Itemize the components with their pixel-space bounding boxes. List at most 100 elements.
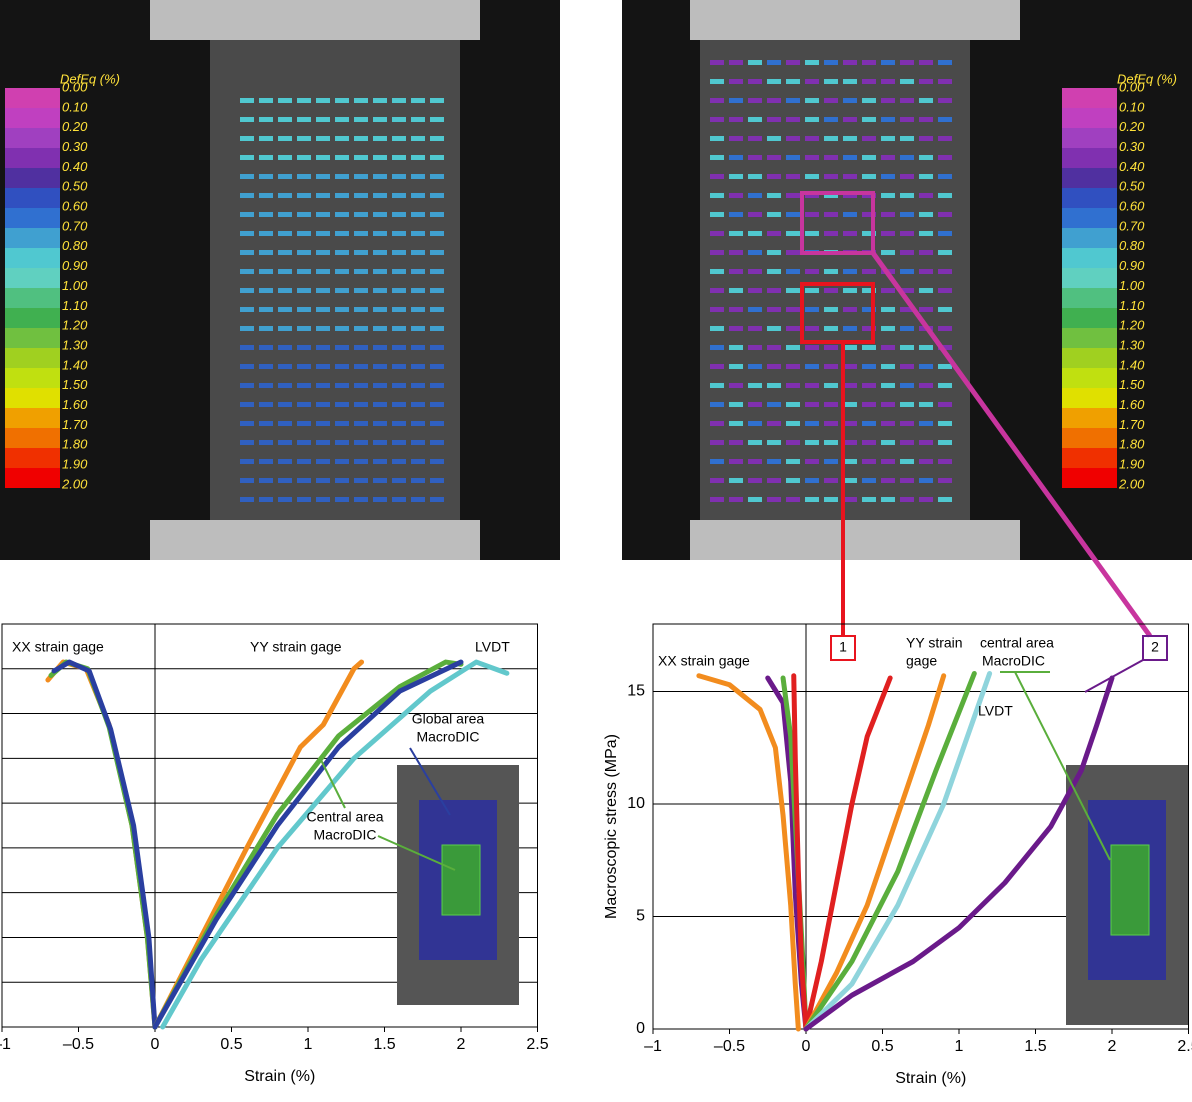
dash <box>710 288 724 293</box>
dash <box>843 136 857 141</box>
dash <box>805 307 819 312</box>
dash <box>316 402 330 407</box>
colorbar-swatch <box>5 188 60 208</box>
dash <box>824 60 838 65</box>
dash <box>240 231 254 236</box>
dash <box>259 345 273 350</box>
dash <box>411 269 425 274</box>
annotation: MacroDIC <box>313 827 376 843</box>
series-line <box>51 659 158 1030</box>
dash <box>710 402 724 407</box>
annotation: LVDT <box>475 639 510 655</box>
dash <box>430 364 444 369</box>
dash <box>710 478 724 483</box>
dash <box>316 231 330 236</box>
dash <box>748 79 762 84</box>
dash <box>843 421 857 426</box>
x-tick-label: 1.5 <box>373 1036 395 1053</box>
dash <box>938 383 952 388</box>
dash <box>786 421 800 426</box>
colorbar-label: 1.50 <box>1119 377 1145 392</box>
dash <box>430 288 444 293</box>
dash <box>862 440 876 445</box>
dash <box>786 269 800 274</box>
dash <box>411 459 425 464</box>
dash <box>316 421 330 426</box>
dash <box>373 174 387 179</box>
callout <box>319 757 346 809</box>
dash <box>824 174 838 179</box>
colorbar-swatch <box>1062 328 1117 348</box>
dash <box>862 497 876 502</box>
dash <box>278 250 292 255</box>
dash <box>710 193 724 198</box>
dash <box>748 345 762 350</box>
dash <box>786 79 800 84</box>
dash <box>373 364 387 369</box>
series-line <box>803 675 893 1032</box>
dash <box>240 383 254 388</box>
colorbar-swatch <box>5 168 60 188</box>
colorbar-label: 0.00 <box>62 79 88 94</box>
dash <box>729 288 743 293</box>
dash <box>354 326 368 331</box>
dash <box>881 383 895 388</box>
dash <box>748 98 762 103</box>
dash <box>297 421 311 426</box>
dash <box>316 136 330 141</box>
dash <box>430 421 444 426</box>
x-tick-label: 1 <box>304 1036 313 1053</box>
dash <box>430 231 444 236</box>
dash <box>767 383 781 388</box>
colorbar-swatch <box>5 128 60 148</box>
dash <box>259 231 273 236</box>
dash <box>881 98 895 103</box>
dash <box>786 478 800 483</box>
dash <box>900 459 914 464</box>
callout <box>1084 659 1144 693</box>
dash <box>240 98 254 103</box>
y-axis-label: Macroscopic stress (MPa) <box>603 734 620 919</box>
dash <box>805 402 819 407</box>
dash <box>843 307 857 312</box>
annotation: MacroDIC <box>416 729 479 745</box>
dash <box>392 288 406 293</box>
y-tick-label: 0 <box>636 1020 645 1037</box>
dash <box>805 478 819 483</box>
dash <box>900 402 914 407</box>
x-tick-label: 2 <box>457 1036 466 1053</box>
dash <box>919 288 933 293</box>
x-tick-label: 2.5 <box>1177 1038 1192 1055</box>
colorbar-swatch <box>5 388 60 408</box>
colorbar-label: 1.80 <box>62 437 88 452</box>
dash <box>729 345 743 350</box>
dash <box>335 497 349 502</box>
label-box <box>830 635 856 661</box>
dash <box>297 136 311 141</box>
dash <box>938 136 952 141</box>
dash <box>900 383 914 388</box>
dash <box>297 383 311 388</box>
dash <box>938 79 952 84</box>
dash <box>767 212 781 217</box>
colorbar-label: 2.00 <box>1118 476 1145 491</box>
colorbar-swatch <box>1062 268 1117 288</box>
dash <box>881 231 895 236</box>
dash <box>767 193 781 198</box>
colorbar-swatch <box>1062 228 1117 248</box>
colorbar-label: 0.90 <box>1119 258 1145 273</box>
dash <box>392 421 406 426</box>
colorbar-label: 1.00 <box>62 278 88 293</box>
dash <box>411 326 425 331</box>
colorbar-label: 1.60 <box>1119 397 1145 412</box>
colorbars: DefEq (%)0.000.100.200.300.400.500.600.7… <box>5 71 1177 491</box>
dash <box>354 364 368 369</box>
colorbar-label: 0.90 <box>62 258 88 273</box>
dash <box>881 497 895 502</box>
dash <box>767 288 781 293</box>
dash <box>748 155 762 160</box>
dash <box>373 98 387 103</box>
dash <box>411 155 425 160</box>
colorbar-swatch <box>1062 368 1117 388</box>
dash <box>786 136 800 141</box>
